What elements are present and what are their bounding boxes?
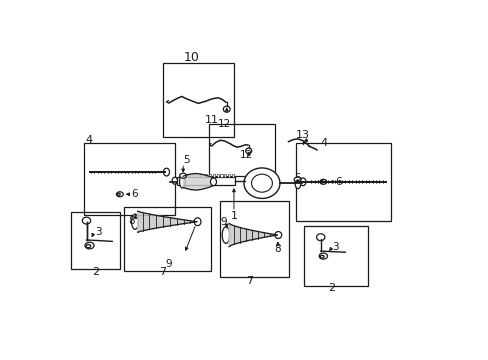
Text: 2: 2 — [327, 283, 334, 293]
Text: 3: 3 — [95, 227, 102, 237]
Bar — [182, 174, 184, 177]
Bar — [201, 174, 203, 177]
Ellipse shape — [251, 174, 272, 192]
Ellipse shape — [223, 106, 230, 112]
Text: 10: 10 — [183, 50, 199, 64]
Ellipse shape — [172, 177, 177, 184]
Text: 12: 12 — [218, 118, 231, 129]
Ellipse shape — [116, 192, 123, 197]
Ellipse shape — [316, 234, 324, 241]
Ellipse shape — [82, 217, 90, 224]
Polygon shape — [228, 223, 277, 247]
Text: 6: 6 — [335, 177, 341, 187]
Ellipse shape — [320, 181, 323, 183]
Ellipse shape — [194, 218, 201, 226]
Ellipse shape — [320, 255, 324, 258]
Ellipse shape — [210, 178, 216, 186]
Text: 2: 2 — [91, 267, 99, 276]
Bar — [208, 174, 211, 177]
Ellipse shape — [85, 242, 94, 249]
Bar — [189, 174, 192, 177]
Ellipse shape — [294, 177, 301, 182]
Text: 7: 7 — [159, 267, 166, 277]
Bar — [123, 207, 210, 270]
Bar — [220, 201, 288, 278]
Text: 9: 9 — [165, 258, 172, 269]
Ellipse shape — [319, 179, 326, 184]
FancyBboxPatch shape — [176, 177, 235, 185]
Ellipse shape — [295, 177, 300, 189]
Bar — [178, 174, 181, 177]
Polygon shape — [183, 174, 212, 190]
Ellipse shape — [274, 231, 281, 238]
Ellipse shape — [245, 148, 251, 153]
Bar — [84, 143, 175, 215]
Ellipse shape — [117, 193, 120, 195]
Ellipse shape — [179, 176, 185, 188]
Bar — [70, 212, 120, 269]
Ellipse shape — [163, 168, 169, 176]
Text: 8: 8 — [274, 244, 281, 254]
Text: 4: 4 — [85, 135, 92, 145]
Text: 5: 5 — [183, 156, 189, 166]
Text: 6: 6 — [131, 189, 138, 199]
Ellipse shape — [244, 168, 280, 198]
Bar — [193, 174, 196, 177]
Bar — [212, 174, 215, 177]
Bar — [205, 174, 207, 177]
Ellipse shape — [131, 214, 138, 229]
Bar — [186, 174, 188, 177]
Text: 11: 11 — [204, 115, 218, 125]
Ellipse shape — [319, 253, 327, 259]
Ellipse shape — [222, 227, 229, 243]
Text: 5: 5 — [294, 174, 300, 184]
Bar — [163, 63, 233, 138]
Text: 4: 4 — [320, 138, 326, 148]
Bar — [303, 226, 367, 286]
Bar — [296, 143, 390, 221]
Bar — [197, 174, 200, 177]
Ellipse shape — [299, 178, 305, 186]
Text: 8: 8 — [128, 216, 134, 226]
Text: 12: 12 — [240, 150, 253, 161]
Bar — [208, 123, 275, 176]
Bar — [231, 174, 233, 177]
Ellipse shape — [86, 244, 90, 248]
Text: 13: 13 — [295, 130, 309, 140]
Bar — [216, 174, 218, 177]
Text: 7: 7 — [246, 276, 253, 286]
Bar — [220, 174, 222, 177]
Text: 9: 9 — [220, 217, 226, 227]
Bar — [227, 174, 230, 177]
Polygon shape — [138, 211, 196, 232]
Bar — [224, 174, 226, 177]
Ellipse shape — [180, 173, 186, 178]
Text: 3: 3 — [331, 242, 338, 252]
Text: 1: 1 — [230, 211, 237, 221]
